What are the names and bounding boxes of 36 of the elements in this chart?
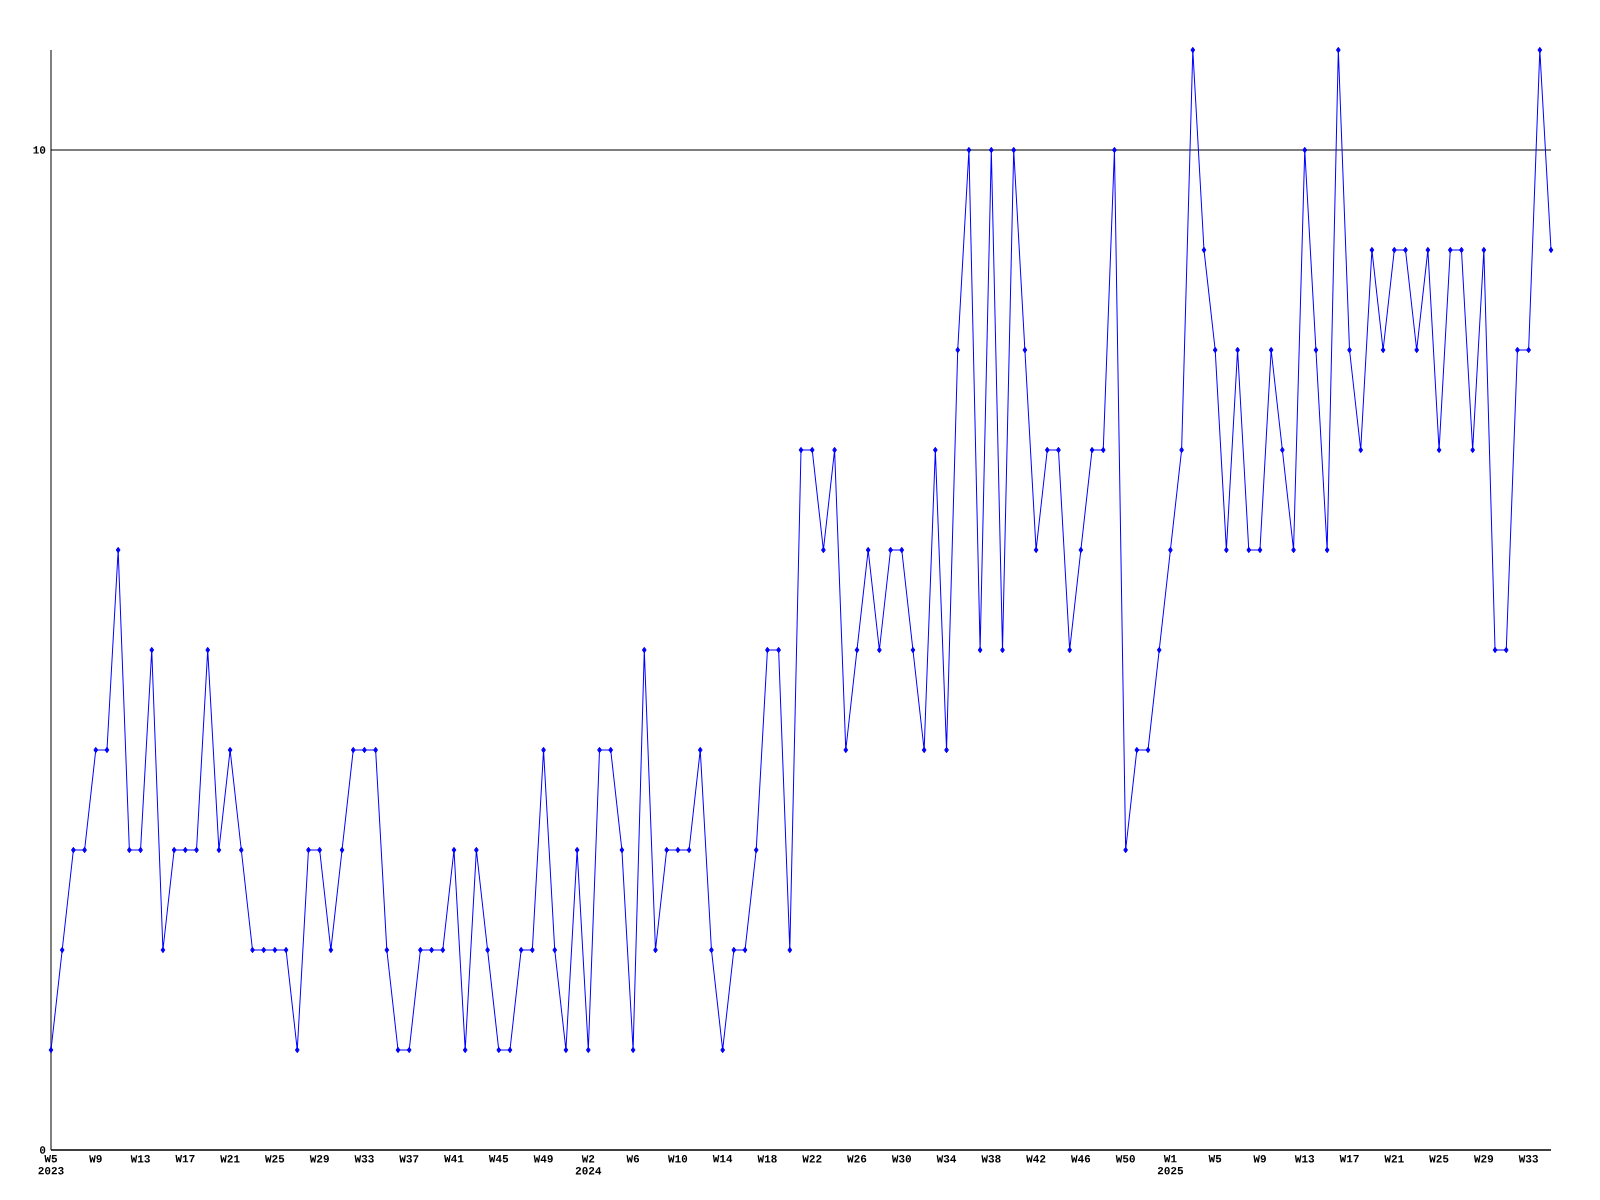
x-tick-label: W18: [757, 1155, 777, 1163]
x-tick-label: W9: [89, 1155, 102, 1163]
x-tick-label: W29: [1473, 1155, 1494, 1163]
y-tick-label: 10: [33, 146, 46, 154]
x-tick-label: W25: [1429, 1155, 1449, 1163]
x-tick-label: W37: [399, 1155, 419, 1163]
x-tick-label: W42: [1026, 1155, 1046, 1163]
x-tick-label: W50: [1115, 1155, 1135, 1163]
x-tick-label: W22: [802, 1155, 822, 1163]
x-tick-label: W49: [533, 1155, 553, 1163]
x-tick-label: W21: [220, 1155, 240, 1163]
x-tick-label: W9: [1253, 1155, 1266, 1163]
x-tick-label: W13: [1294, 1155, 1315, 1163]
x-tick-label: W41: [444, 1155, 464, 1163]
x-tick-label: W1 2025: [1157, 1155, 1184, 1175]
x-tick-label: W21: [1384, 1155, 1404, 1163]
y-tick-label: 0: [39, 1146, 46, 1154]
x-tick-label: W6: [626, 1155, 640, 1163]
x-tick-label: W29: [309, 1155, 329, 1163]
x-tick-label: W34: [936, 1155, 957, 1163]
x-tick-label: W10: [667, 1155, 688, 1163]
x-tick-label: W13: [130, 1155, 150, 1163]
x-tick-label: W33: [354, 1155, 374, 1163]
x-tick-label: W5: [1208, 1155, 1222, 1163]
x-tick-label: W26: [847, 1155, 867, 1163]
x-tick-label: W17: [1339, 1155, 1359, 1163]
x-tick-label: W2 2024: [575, 1155, 602, 1175]
x-tick-label: W38: [981, 1155, 1001, 1163]
x-tick-label: W46: [1070, 1155, 1091, 1163]
x-tick-label: W45: [488, 1155, 509, 1163]
x-tick-label: W30: [891, 1155, 912, 1163]
x-tick-label: W5 2023: [38, 1155, 64, 1175]
x-tick-label: W14: [712, 1155, 733, 1163]
x-tick-label: W25: [264, 1155, 285, 1163]
x-tick-label: W17: [175, 1155, 195, 1163]
x-tick-label: W33: [1518, 1155, 1538, 1163]
